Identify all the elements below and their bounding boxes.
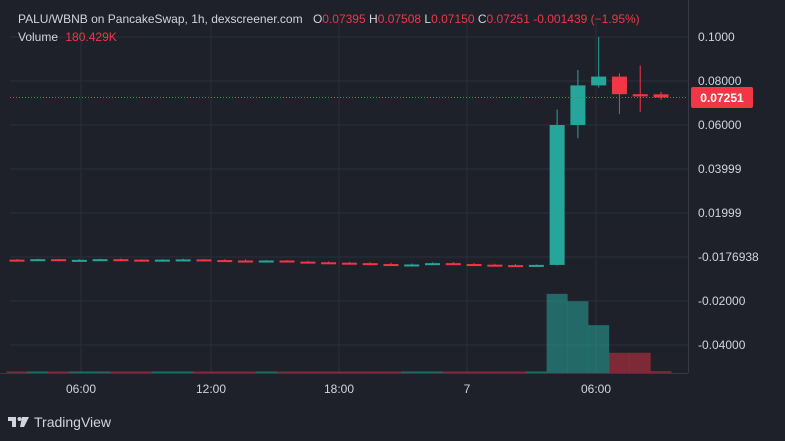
volume-bar <box>276 371 298 373</box>
close-value: 0.07251 <box>486 12 530 26</box>
volume-bar <box>338 371 360 373</box>
candle-body <box>549 125 565 265</box>
volume-bar <box>421 371 443 373</box>
candle-body <box>154 259 170 262</box>
open-value: 0.07395 <box>322 12 366 26</box>
close-key: C <box>477 12 487 26</box>
y-tick-label: 0.06000 <box>698 118 742 132</box>
candle-body <box>30 259 46 262</box>
volume-bar <box>380 371 402 373</box>
volume-bar <box>110 371 132 373</box>
candle-body <box>134 259 150 262</box>
volume-bar <box>359 371 381 373</box>
tradingview-logo-icon <box>8 417 29 427</box>
candle-body <box>653 94 669 98</box>
volume-bar <box>131 371 153 373</box>
symbol-title: PALU/WBNB on PancakeSwap, 1h, dexscreene… <box>18 12 303 26</box>
candle-body <box>632 94 648 97</box>
low-value: 0.07150 <box>431 12 475 26</box>
candle-body <box>362 263 378 266</box>
x-tick-label: 06:00 <box>581 382 611 396</box>
y-tick-label: 0.01999 <box>698 206 742 220</box>
volume-bar <box>68 371 90 373</box>
volume-bar <box>27 371 49 373</box>
volume-bar <box>650 371 672 373</box>
candle-body <box>383 264 399 267</box>
volume-bar <box>525 371 547 373</box>
volume-bar <box>629 352 651 373</box>
tradingview-brand[interactable]: TradingView <box>8 414 111 430</box>
volume-label: Volume <box>18 30 59 44</box>
candle-body <box>341 262 357 265</box>
candle-body <box>487 264 503 267</box>
y-tick-label: -0.04000 <box>698 338 746 352</box>
candle-body <box>570 85 586 125</box>
volume-bar <box>505 371 527 373</box>
candle-body <box>466 264 482 267</box>
candle-body <box>196 259 212 262</box>
volume-bar <box>567 301 589 373</box>
y-tick-label: 0.03999 <box>698 162 742 176</box>
volume-bar <box>608 352 630 373</box>
change-value: -0.001439 (−1.95%) <box>533 12 640 26</box>
volume-bar <box>151 371 173 373</box>
volume-value: 180.429K <box>65 30 117 44</box>
volume-bar <box>401 371 423 373</box>
candle-body <box>528 264 544 267</box>
open-key: O <box>312 12 323 26</box>
volume-bar <box>89 371 111 373</box>
ohlc-legend: PALU/WBNB on PancakeSwap, 1h, dexscreene… <box>18 12 640 26</box>
candle-body <box>300 261 316 264</box>
candle-body <box>71 259 87 262</box>
volume-bar <box>588 325 610 373</box>
volume-bar <box>214 371 236 373</box>
high-key: H <box>369 12 378 26</box>
candle-body <box>258 260 274 263</box>
y-tick-label: -0.0176938 <box>698 250 759 264</box>
candle-body <box>404 264 420 267</box>
volume-bar <box>48 371 70 373</box>
candle-body <box>279 260 295 263</box>
low-key: L <box>424 12 432 26</box>
volume-bar <box>297 371 319 373</box>
high-value: 0.07508 <box>377 12 422 26</box>
candle-body <box>51 259 67 262</box>
volume-bar <box>463 371 485 373</box>
candle-body <box>113 259 129 262</box>
volume-bar <box>255 371 277 373</box>
candle-body <box>611 76 627 95</box>
candle-body <box>9 259 25 262</box>
y-tick-label: 0.08000 <box>698 74 742 88</box>
candle-body <box>424 263 440 266</box>
candle-body <box>445 263 461 266</box>
y-tick-label: -0.02000 <box>698 294 746 308</box>
candle-body <box>92 259 108 262</box>
candle-body <box>321 262 337 265</box>
candle-body <box>238 260 254 263</box>
candle-body <box>591 76 607 86</box>
candle-body <box>175 259 191 262</box>
volume-bar <box>172 371 194 373</box>
volume-bar <box>235 371 257 373</box>
volume-bar <box>442 371 464 373</box>
volume-bar <box>193 371 215 373</box>
y-tick-label: 0.1000 <box>698 30 735 44</box>
volume-bar <box>6 371 28 373</box>
candle-body <box>508 265 524 268</box>
volume-bar <box>318 371 340 373</box>
x-tick-label: 06:00 <box>66 382 96 396</box>
volume-bar <box>484 371 506 373</box>
x-tick-label: 18:00 <box>324 382 354 396</box>
x-tick-label: 7 <box>464 382 471 396</box>
brand-name: TradingView <box>34 414 112 430</box>
x-tick-label: 12:00 <box>196 382 226 396</box>
candle-body <box>217 260 233 263</box>
volume-bar <box>546 293 568 373</box>
volume-legend: Volume 180.429K <box>18 30 117 44</box>
last-price-tag: 0.07251 <box>691 87 753 108</box>
